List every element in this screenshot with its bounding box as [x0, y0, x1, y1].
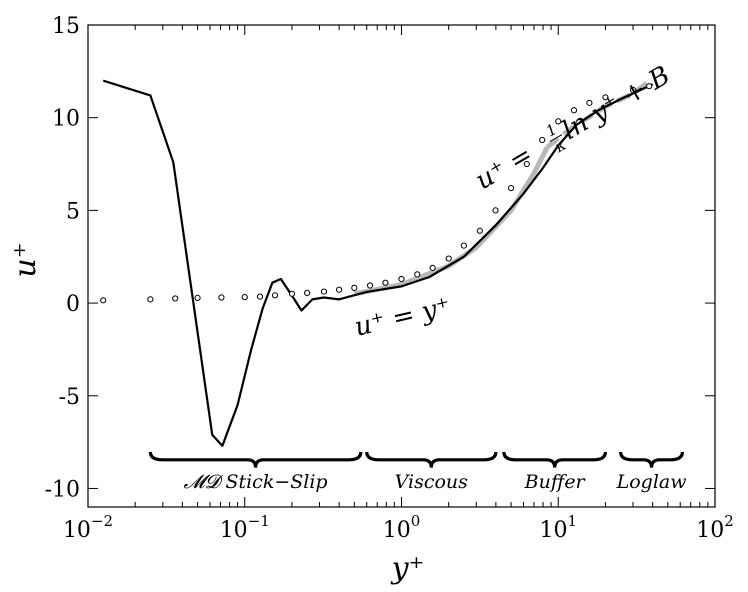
circle-marker	[646, 83, 653, 90]
series-black-line	[102, 79, 654, 447]
circle-marker	[507, 185, 515, 192]
circle-marker	[629, 86, 637, 93]
circle-marker	[100, 297, 107, 304]
circle-marker	[172, 295, 179, 302]
region-braces: 𝓜𝓓 Stick−Slip Viscous Buffer Loglaw	[148, 451, 687, 493]
circle-marker	[445, 255, 452, 262]
x-tick-label: 101	[539, 512, 577, 543]
y-tick-label: 0	[66, 292, 80, 317]
x-tick-base: 10	[383, 518, 411, 543]
circle-marker	[492, 207, 499, 214]
circle-marker	[414, 271, 421, 278]
y-axis-title-text: u⁺	[8, 242, 43, 277]
circle-marker	[304, 289, 311, 296]
circle-marker	[586, 99, 593, 106]
y-tick-label: 15	[52, 14, 80, 39]
circle-marker	[429, 264, 436, 271]
x-axis-title: y⁺	[390, 551, 425, 586]
circle-marker	[271, 292, 279, 299]
x-tick-exponent: 0	[411, 512, 421, 530]
y-tick-label: -5	[59, 385, 80, 410]
region-label: Viscous	[395, 471, 469, 493]
circle-marker	[256, 293, 264, 300]
region-label: Buffer	[524, 471, 587, 493]
circle-marker	[476, 227, 483, 234]
circle-marker	[351, 284, 358, 291]
tick-marks	[87, 24, 716, 507]
x-tick-base: 10	[63, 518, 91, 543]
x-tick-exponent: 2	[724, 512, 734, 530]
circle-marker	[288, 290, 296, 297]
circle-marker	[194, 294, 201, 301]
circle-marker	[398, 275, 405, 283]
region-brace	[619, 451, 685, 468]
series-gray-solid	[353, 146, 550, 297]
region-label: Loglaw	[616, 471, 687, 493]
x-tick-exponent: 1	[567, 512, 577, 530]
circle-marker	[602, 94, 609, 101]
y-tick-label: 5	[66, 199, 80, 224]
x-axis-title-text: y⁺	[390, 551, 425, 586]
region-brace	[365, 451, 498, 468]
x-tick-base: 10	[539, 518, 567, 543]
log-law-frac-bar	[549, 134, 563, 143]
region-brace	[148, 451, 363, 468]
circle-marker	[336, 286, 343, 293]
marker-layer	[100, 83, 653, 304]
circle-marker	[523, 160, 530, 168]
circle-marker	[460, 242, 467, 249]
x-tick-label: 102	[696, 512, 734, 543]
circle-marker	[382, 279, 389, 286]
y-axis-title: u⁺	[8, 242, 43, 277]
x-tick-label: 10−2	[63, 512, 113, 543]
circle-marker	[147, 296, 154, 303]
circle-marker	[570, 107, 578, 114]
circle-marker	[555, 118, 562, 125]
x-tick-base: 10	[696, 518, 724, 543]
x-tick-exponent: −1	[248, 512, 270, 530]
circle-marker	[241, 294, 248, 301]
circle-marker	[320, 288, 328, 295]
y-tick-label: 10	[52, 107, 80, 132]
circle-marker	[539, 136, 546, 144]
circle-marker	[218, 294, 225, 301]
y-tick-label: -10	[45, 477, 80, 502]
circle-marker	[366, 282, 374, 289]
x-tick-label: 100	[383, 512, 421, 543]
x-tick-base: 10	[220, 518, 248, 543]
x-tick-label: 10−1	[220, 512, 270, 543]
region-brace	[502, 451, 608, 468]
region-label: 𝓜𝓓 Stick−Slip	[184, 471, 328, 493]
x-tick-exponent: −2	[91, 512, 113, 530]
series-layer	[102, 76, 655, 447]
